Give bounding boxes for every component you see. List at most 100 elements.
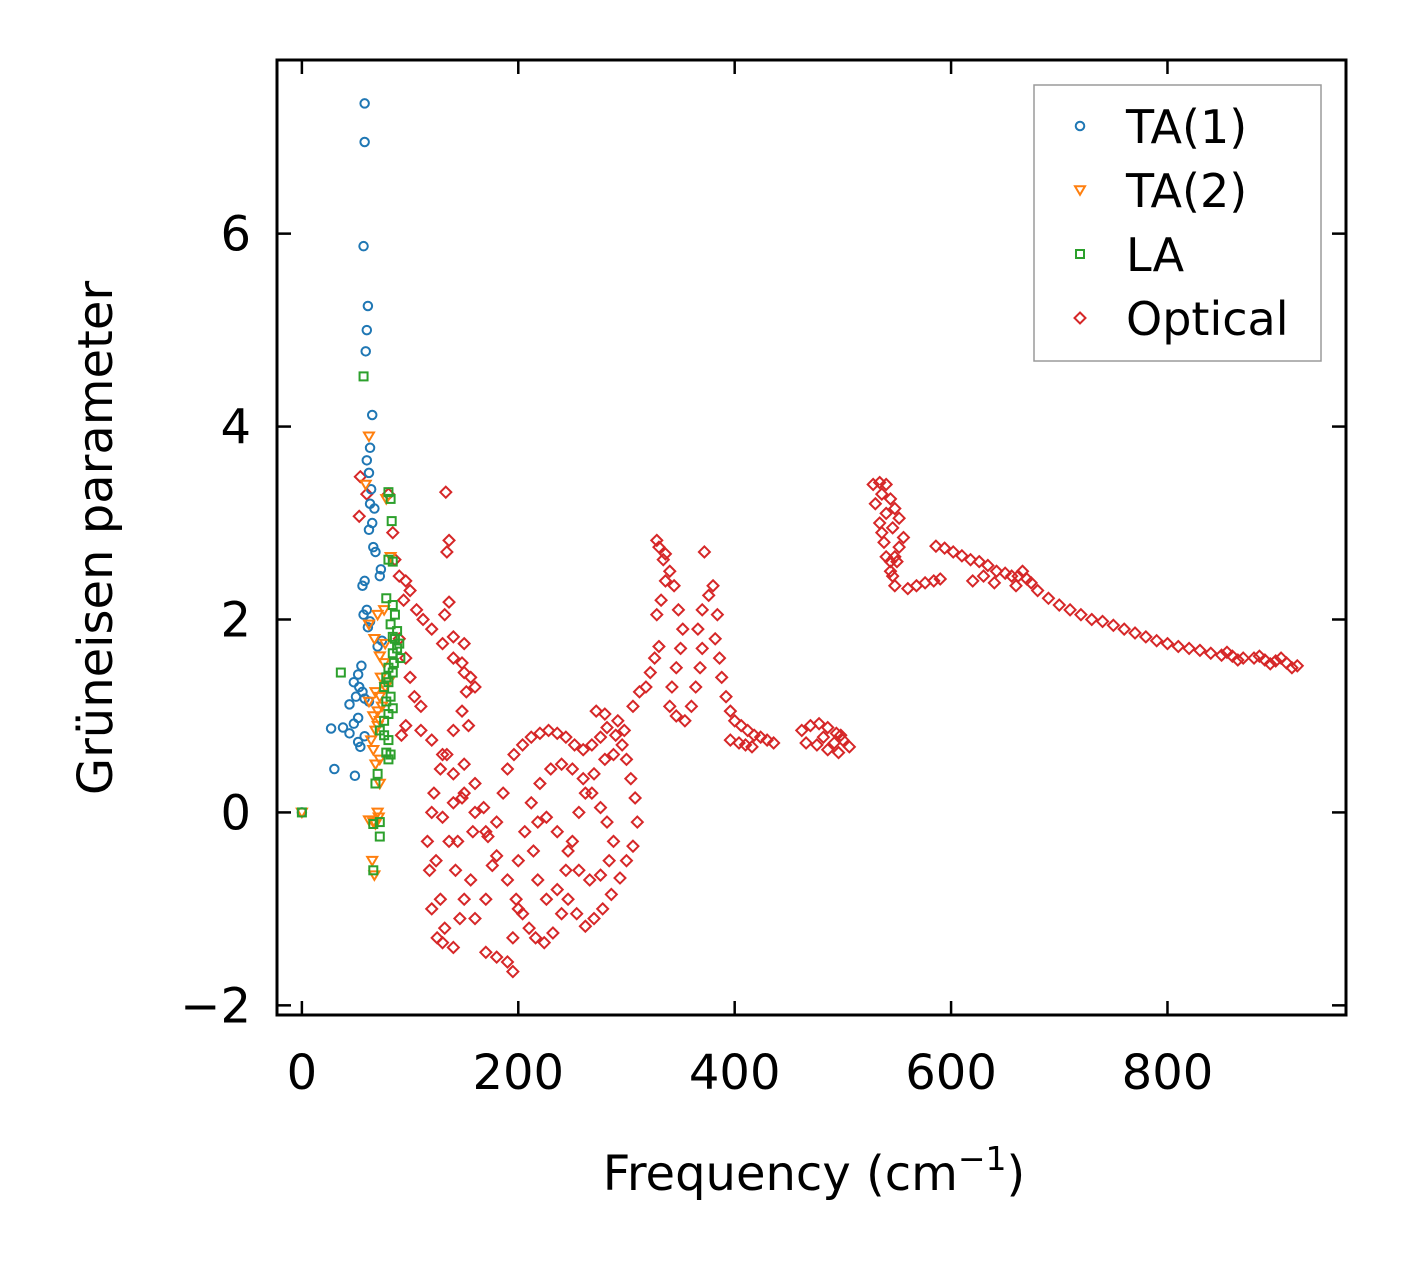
data-point: [1171, 639, 1186, 654]
data-point: [887, 501, 902, 516]
data-point: [677, 713, 692, 728]
data-point: [403, 670, 417, 685]
data-point: [654, 593, 669, 608]
data-point: [424, 901, 439, 916]
data-point: [533, 776, 547, 791]
data-point: [1106, 618, 1121, 633]
data-point: [554, 757, 569, 772]
data-point: [496, 786, 511, 801]
data-point: [368, 759, 383, 771]
data-point: [450, 834, 465, 849]
data-point: [587, 766, 601, 781]
data-point: [643, 665, 658, 680]
data-point: [595, 901, 610, 916]
data-point: [517, 824, 532, 839]
data-point: [833, 728, 848, 743]
data-point: [597, 707, 612, 721]
data-point: [954, 548, 969, 563]
data-point: [578, 919, 593, 934]
data-point: [1052, 598, 1067, 612]
data-point: [879, 549, 894, 564]
data-point: [587, 911, 601, 926]
data-point: [387, 600, 398, 611]
data-point: [794, 723, 809, 738]
y-tick-label: 4: [220, 400, 251, 456]
data-point: [455, 791, 469, 805]
data-point: [398, 651, 413, 665]
x-tick-label: 200: [472, 1045, 564, 1101]
data-point: [325, 723, 337, 734]
data-point: [753, 730, 768, 745]
data-point: [866, 477, 881, 492]
data-point: [352, 669, 364, 680]
data-point: [667, 578, 682, 593]
data-point: [1247, 651, 1261, 665]
data-point: [459, 684, 474, 699]
data-point: [505, 930, 520, 945]
data-point: [565, 762, 580, 776]
data-point: [524, 730, 539, 745]
data-point: [387, 556, 398, 567]
data-point: [381, 696, 392, 707]
data-point: [550, 824, 565, 839]
data-point: [933, 572, 948, 586]
data-point: [374, 570, 386, 582]
data-point: [539, 810, 554, 825]
data-point: [539, 892, 554, 907]
data-point: [438, 485, 453, 500]
legend-marker-diamond: [1073, 311, 1087, 325]
data-point: [606, 747, 621, 762]
data-point: [1225, 649, 1240, 664]
data-point: [362, 300, 374, 312]
data-point: [385, 525, 400, 540]
data-point: [413, 699, 428, 714]
data-point: [367, 870, 382, 882]
data-point: [675, 622, 690, 637]
data-point: [389, 609, 400, 620]
data-point: [1030, 583, 1045, 598]
data-point: [569, 906, 584, 921]
data-point: [965, 573, 980, 588]
data-point: [987, 575, 1002, 590]
data-point: [688, 680, 703, 694]
data-point: [476, 800, 491, 815]
data-point: [457, 892, 472, 907]
data-point: [937, 541, 952, 556]
data-point: [446, 940, 461, 955]
data-point: [386, 516, 397, 527]
data-point: [437, 607, 452, 622]
data-point: [1149, 633, 1164, 648]
data-point: [509, 892, 524, 907]
data-point: [946, 545, 961, 559]
data-point: [433, 892, 448, 907]
data-point: [892, 511, 907, 526]
data-point: [403, 583, 417, 598]
data-point: [364, 735, 378, 747]
data-point: [442, 595, 456, 610]
data-point: [626, 839, 640, 854]
data-point: [600, 720, 614, 735]
data-point: [723, 733, 738, 747]
data-point: [1203, 646, 1218, 661]
data-point: [619, 752, 634, 767]
data-point: [468, 776, 482, 791]
data-point: [489, 950, 504, 965]
x-tick-label: 0: [287, 1045, 318, 1101]
data-point: [1128, 626, 1142, 640]
data-point: [500, 873, 515, 887]
data-point: [827, 736, 842, 750]
plot-frame: [275, 58, 1348, 1017]
legend: TA(1) TA(2) LA Optical: [1033, 84, 1322, 362]
data-point: [437, 921, 452, 936]
data-point: [639, 680, 653, 694]
data-point: [366, 744, 381, 757]
data-point: [561, 844, 575, 858]
data-point: [361, 324, 373, 336]
data-point: [457, 757, 472, 772]
data-point: [1182, 641, 1197, 656]
data-point: [1009, 578, 1023, 593]
data-point: [812, 716, 826, 731]
data-point: [649, 533, 664, 548]
legend-label: Optical: [1126, 292, 1288, 346]
data-point: [1095, 614, 1110, 629]
